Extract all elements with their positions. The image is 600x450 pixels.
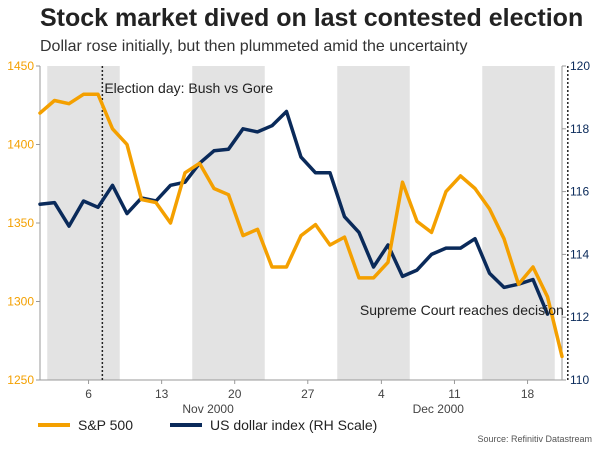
legend-item-usd: US dollar index (RH Scale) <box>170 415 377 435</box>
left-tick-label-1350: 1350 <box>7 216 34 230</box>
legend-swatch-sp500 <box>38 423 70 427</box>
right-tick-label-110: 110 <box>570 373 589 387</box>
x-tick-label-20: 20 <box>228 387 242 401</box>
x-month-label-0: Nov 2000 <box>182 402 234 416</box>
x-axis: 6 13 20 27 4 11 18 Nov 2000 Dec 2000 <box>85 380 535 416</box>
annotation-election-day: Election day: Bush vs Gore <box>104 80 273 96</box>
left-tick-label-1450: 1450 <box>7 59 34 73</box>
x-tick-label-4: 4 <box>378 387 385 401</box>
legend-item-sp500: S&P 500 <box>38 415 133 435</box>
shaded-weeks <box>47 66 555 380</box>
right-tick-label-114: 114 <box>570 247 589 261</box>
x-tick-label-18: 18 <box>521 387 535 401</box>
x-tick-label-13: 13 <box>155 387 169 401</box>
shade-band-1 <box>192 66 265 380</box>
annotation-lines <box>101 66 569 380</box>
right-tick-label-112: 112 <box>570 310 589 324</box>
left-tick-label-1400: 1400 <box>7 138 34 152</box>
shade-band-3 <box>482 66 555 380</box>
chart-title: Stock market dived on last contested ele… <box>40 4 584 32</box>
left-tick-label-1300: 1300 <box>7 295 34 309</box>
left-axis: 1250 1300 1350 1400 1450 <box>7 59 40 387</box>
x-tick-label-6: 6 <box>85 387 92 401</box>
right-tick-label-118: 118 <box>570 122 589 136</box>
chart-subtitle: Dollar rose initially, but then plummete… <box>40 38 468 55</box>
legend-swatch-usd <box>170 423 202 427</box>
source-note: Source: Refinitiv Datastream <box>477 434 592 444</box>
legend-label-sp500: S&P 500 <box>78 417 134 433</box>
legend-label-usd: US dollar index (RH Scale) <box>210 417 378 433</box>
right-tick-label-120: 120 <box>570 59 590 73</box>
series-line-sp500 <box>38 92 564 359</box>
left-tick-label-1250: 1250 <box>7 373 34 387</box>
shade-band-0 <box>47 66 120 380</box>
x-tick-label-27: 27 <box>301 387 315 401</box>
right-tick-label-116: 116 <box>570 185 589 199</box>
annotation-supreme-court: Supreme Court reaches decision <box>360 302 564 318</box>
series-line-usd <box>38 109 550 316</box>
annotations: Election day: Bush vs Gore Supreme Court … <box>104 80 563 318</box>
x-tick-label-11: 11 <box>448 387 461 401</box>
right-axis: 110 112 114 116 118 120 <box>562 59 590 387</box>
series-lines <box>38 92 564 359</box>
x-month-label-1: Dec 2000 <box>413 402 465 416</box>
